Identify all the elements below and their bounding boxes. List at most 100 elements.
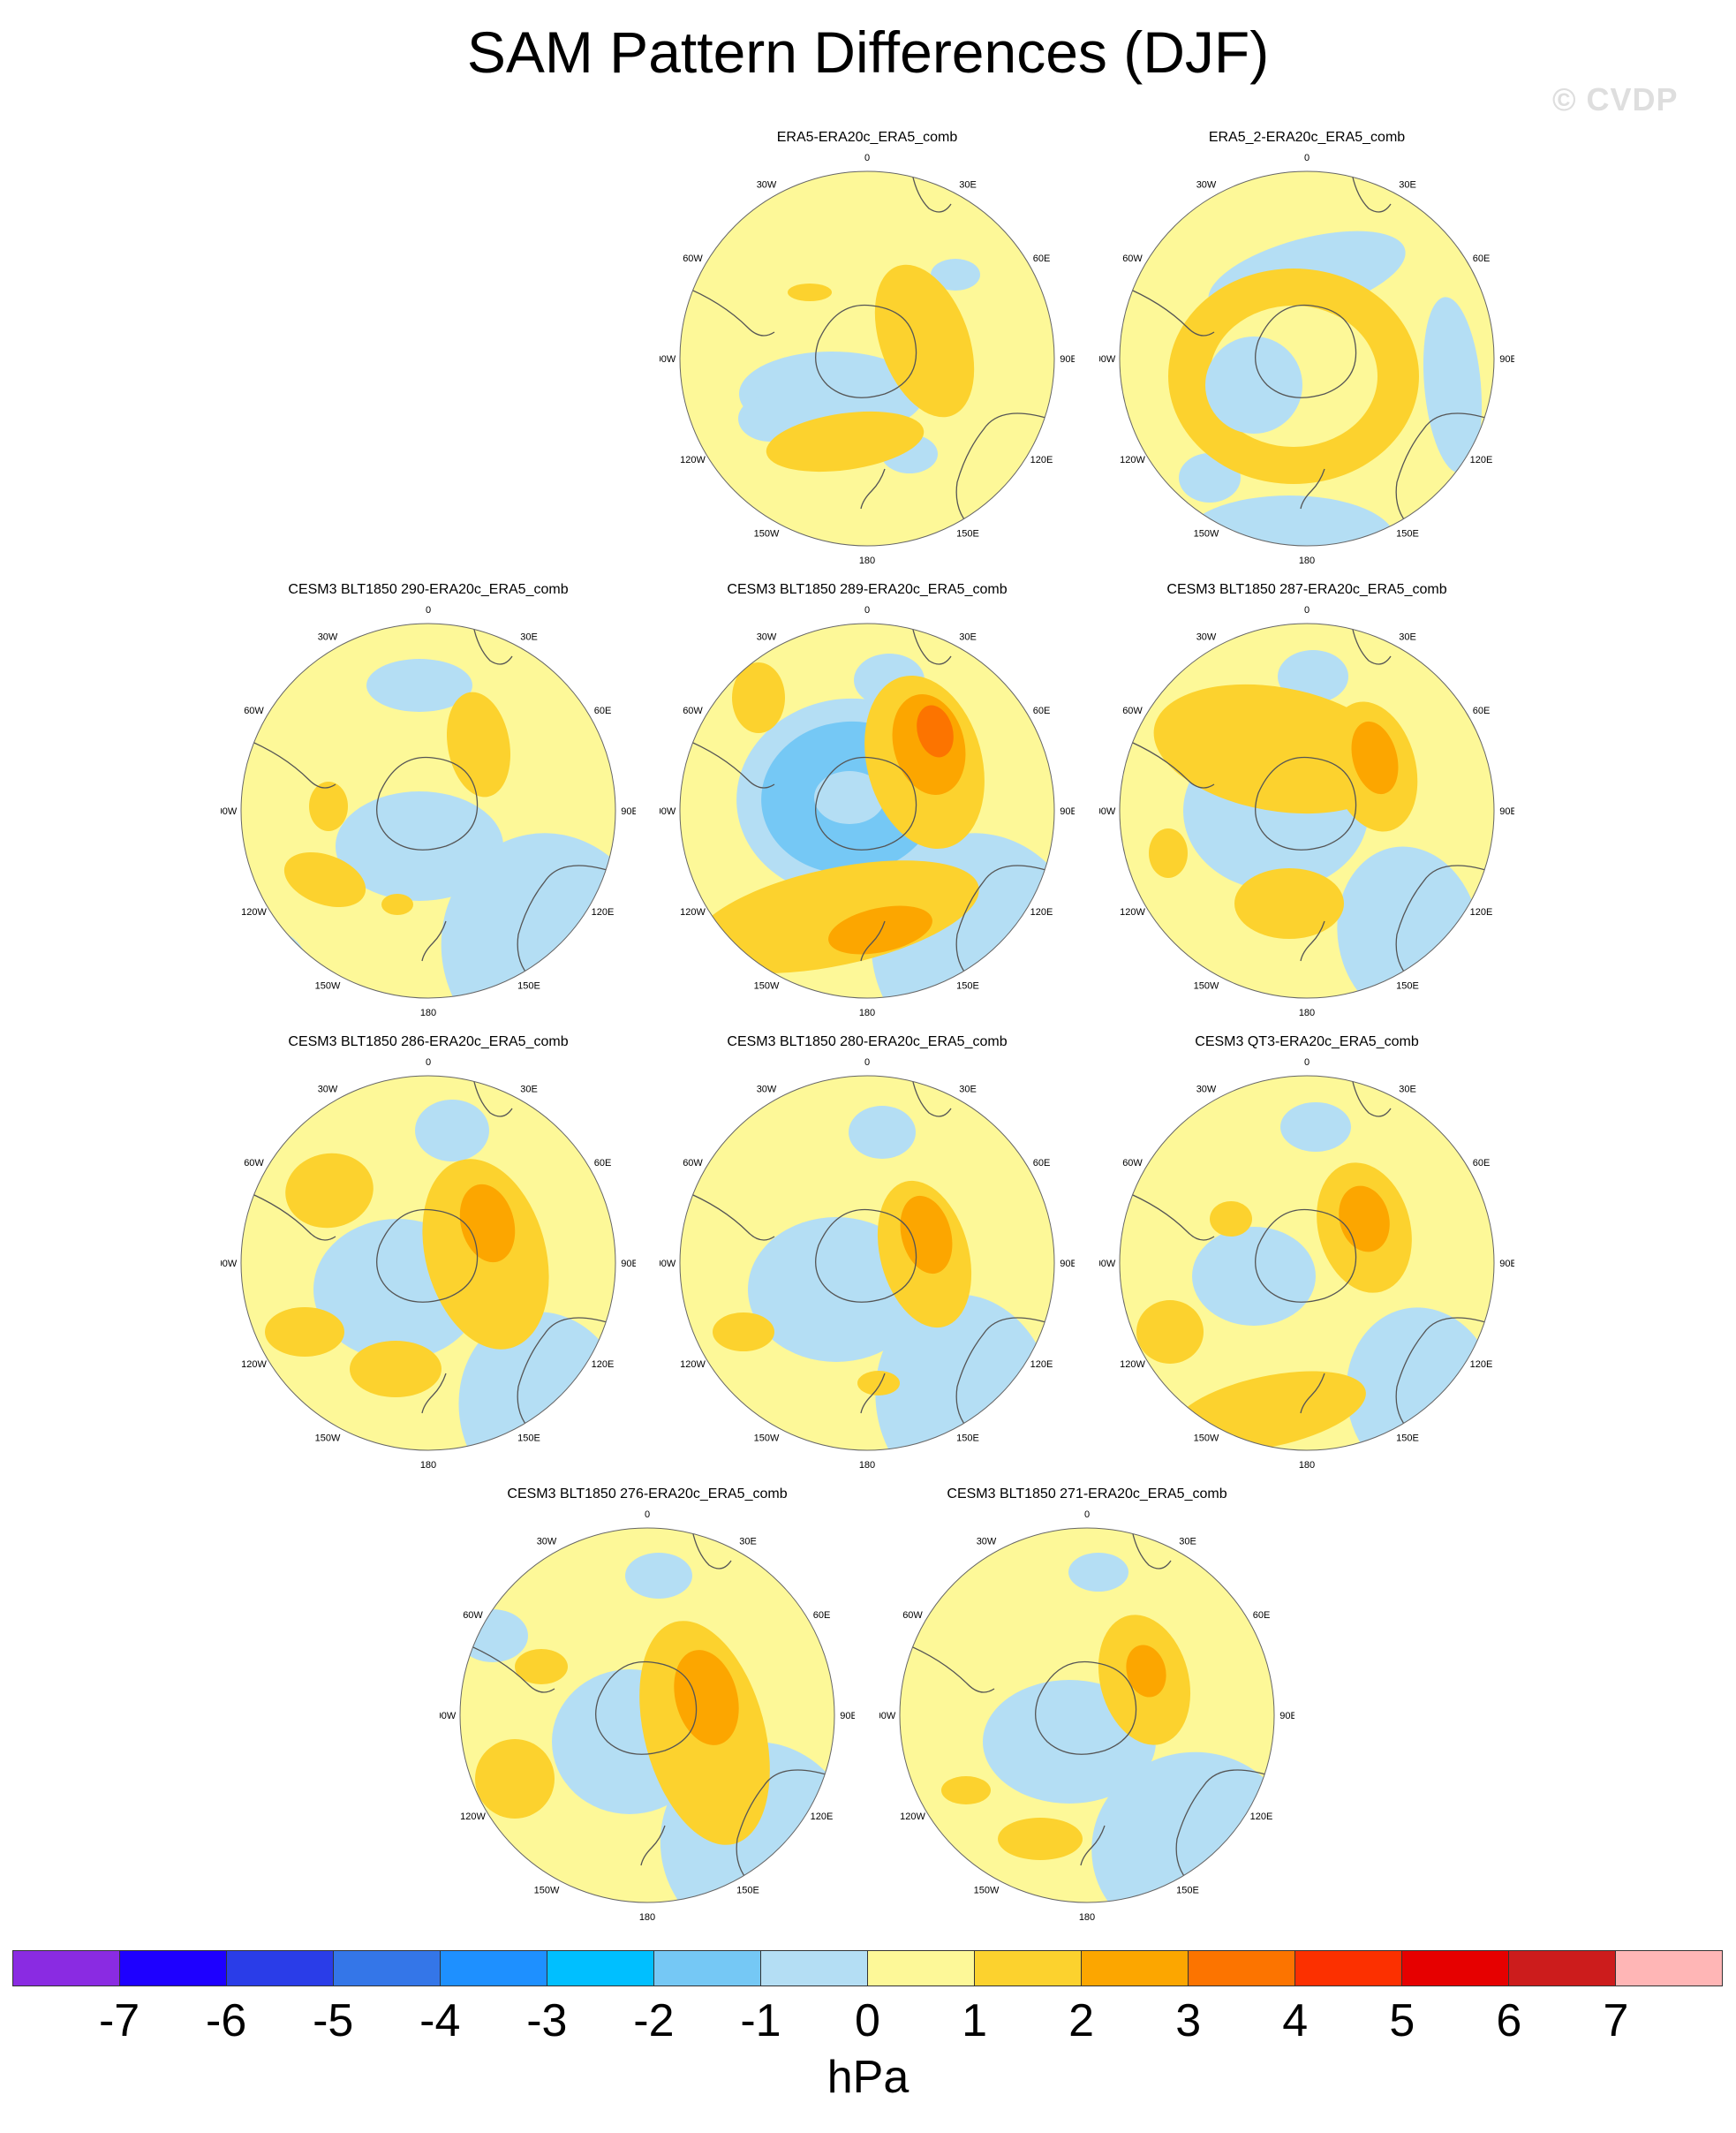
- longitude-label: 150E: [517, 981, 540, 992]
- positive-anomaly-contour: [285, 1153, 374, 1229]
- colorbar-tick-label: 7: [1603, 1995, 1629, 2046]
- colorbar-box: [1082, 1951, 1189, 1986]
- new-zealand-coastline: [1300, 920, 1325, 962]
- longitude-label: 60E: [1033, 253, 1051, 264]
- longitude-label: 60W: [244, 706, 264, 716]
- positive-anomaly-contour: [309, 782, 348, 831]
- polar-map: 0 30E 60E 90E 120E 150E 180 150W 120W 90W 60W 30W: [660, 1057, 1075, 1471]
- colorbar-box: [1189, 1951, 1295, 1986]
- antarctica-coastline: [815, 304, 917, 398]
- new-zealand-coastline: [860, 468, 886, 510]
- longitude-label: 150E: [956, 529, 979, 540]
- positive-anomaly-contour: [941, 1776, 991, 1804]
- australia-coastline: [955, 865, 1054, 984]
- longitude-label: 30E: [959, 180, 977, 191]
- longitude-label: 150W: [315, 981, 341, 992]
- longitude-label: 30W: [318, 1085, 338, 1095]
- longitude-label: 150E: [736, 1886, 759, 1896]
- africa-coastline: [1350, 171, 1392, 213]
- panel-title: CESM3 BLT1850 286-ERA20c_ERA5_comb: [288, 1034, 569, 1049]
- australia-coastline: [955, 412, 1054, 532]
- longitude-label: 60W: [683, 706, 703, 716]
- negative-anomaly-contour: [366, 659, 472, 712]
- africa-coastline: [472, 624, 513, 665]
- longitude-label: 60E: [1033, 1158, 1051, 1169]
- colorbar-labels: -7 -6 -5 -4 -3 -2 -1 0 1 2 3 4 5 6 7: [0, 1994, 1736, 2056]
- longitude-label: 120W: [241, 907, 267, 918]
- longitude-label: 60W: [463, 1610, 483, 1621]
- negative-anomaly-contour: [931, 259, 980, 291]
- colorbar-box: [1616, 1951, 1722, 1986]
- new-zealand-coastline: [1080, 1825, 1106, 1866]
- longitude-label: 30W: [1196, 1085, 1217, 1095]
- africa-coastline: [1350, 1076, 1392, 1117]
- longitude-label: 0: [1304, 153, 1310, 163]
- negative-anomaly-contour: [1423, 297, 1483, 473]
- new-zealand-coastline: [421, 1373, 447, 1414]
- antarctica-coastline: [595, 1660, 698, 1755]
- longitude-label: 30W: [318, 632, 338, 643]
- longitude-label: 90E: [1499, 1259, 1514, 1269]
- longitude-label: 90W: [660, 806, 676, 817]
- colorbar-box: [441, 1951, 547, 1986]
- positive-anomaly-contour: [381, 894, 413, 915]
- longitude-label: 120E: [592, 907, 615, 918]
- map-panel: CESM3 BLT1850 271-ERA20c_ERA5_comb 0 30E 60…: [879, 1486, 1294, 1927]
- longitude-label: 90E: [1499, 354, 1514, 365]
- colorbar-tick-label: -5: [313, 1995, 354, 2046]
- panel-title: CESM3 BLT1850 290-ERA20c_ERA5_comb: [288, 582, 569, 597]
- positive-anomaly-contour: [446, 692, 511, 798]
- negative-anomaly-contour: [849, 1106, 916, 1159]
- colorbar-tick-label: -3: [526, 1995, 568, 2046]
- longitude-label: 60W: [683, 253, 703, 264]
- positive-anomaly-contour: [917, 705, 954, 758]
- map-boundary: [679, 170, 1055, 547]
- longitude-label: 180: [859, 1008, 875, 1018]
- longitude-label: 180: [859, 1460, 875, 1471]
- longitude-label: 60W: [1122, 706, 1143, 716]
- longitude-label: 150E: [1176, 1886, 1199, 1896]
- positive-anomaly-contour: [1351, 721, 1399, 795]
- positive-anomaly-contour: [265, 1307, 344, 1357]
- antarctica-coastline: [1255, 304, 1357, 398]
- antarctica-coastline: [815, 1208, 917, 1303]
- colorbar-box: [1509, 1951, 1616, 1986]
- africa-coastline: [910, 1076, 952, 1117]
- longitude-label: 120W: [1120, 907, 1145, 918]
- longitude-label: 150W: [754, 529, 780, 540]
- longitude-label: 90E: [840, 1711, 855, 1721]
- colorbar-tick-label: 4: [1282, 1995, 1309, 2046]
- negative-anomaly-contour: [458, 1312, 615, 1450]
- longitude-label: 150W: [534, 1886, 560, 1896]
- africa-coastline: [691, 1528, 732, 1569]
- longitude-label: 120E: [1250, 1812, 1273, 1822]
- colorbar-box: [120, 1951, 227, 1986]
- panel-title: CESM3 BLT1850 287-ERA20c_ERA5_comb: [1166, 582, 1447, 597]
- map-boundary: [240, 623, 616, 999]
- longitude-label: 90W: [1099, 1259, 1116, 1269]
- longitude-label: 60E: [1033, 706, 1051, 716]
- longitude-label: 30E: [1399, 1085, 1416, 1095]
- negative-anomaly-contour: [415, 1100, 489, 1161]
- longitude-label: 180: [1299, 1460, 1315, 1471]
- map-boundary: [1119, 1075, 1495, 1451]
- positive-anomaly-contour: [713, 1312, 774, 1351]
- colorbar-tick-label: -4: [419, 1995, 461, 2046]
- longitude-label: 30W: [1196, 180, 1217, 191]
- colorbar-box: [654, 1951, 761, 1986]
- new-zealand-coastline: [860, 1373, 886, 1414]
- colorbar-tick-label: 5: [1389, 1995, 1415, 2046]
- longitude-label: 30E: [1399, 180, 1416, 191]
- longitude-label: 0: [1304, 1057, 1310, 1068]
- colorbar-box: [975, 1951, 1082, 1986]
- negative-anomaly-contour: [1192, 1227, 1316, 1326]
- positive-anomaly-contour: [788, 284, 832, 301]
- negative-anomaly-contour: [814, 771, 885, 824]
- australia-coastline: [955, 1317, 1054, 1436]
- longitude-label: 0: [864, 605, 870, 616]
- panel-title: ERA5_2-ERA20c_ERA5_comb: [1208, 130, 1406, 145]
- panel-title: ERA5-ERA20c_ERA5_comb: [776, 130, 958, 145]
- longitude-label: 180: [420, 1008, 436, 1018]
- polar-map: 0 30E 60E 90E 120E 150E 180 150W 120W 90W 60W 30W: [1099, 1057, 1514, 1471]
- longitude-label: 120E: [1470, 1359, 1493, 1370]
